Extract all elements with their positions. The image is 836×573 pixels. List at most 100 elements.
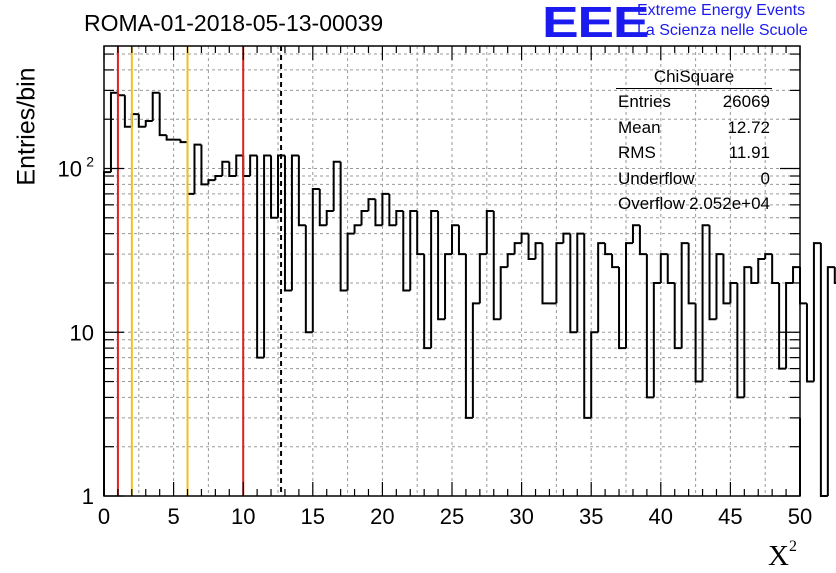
histogram-bin <box>471 302 480 418</box>
histogram-bin <box>151 91 160 122</box>
histogram-bin <box>583 233 592 419</box>
histogram-bin <box>304 225 313 334</box>
histogram-bin <box>576 232 585 333</box>
histogram-bin <box>527 233 536 261</box>
x-tick-label: 15 <box>301 504 325 529</box>
histogram-bin <box>631 224 640 244</box>
x-axis-label-base: X <box>768 540 789 572</box>
histogram-bin <box>618 267 626 350</box>
x-tick-label: 35 <box>579 504 603 529</box>
histogram-bin <box>221 160 230 177</box>
histogram-bin <box>611 254 620 269</box>
x-axis-label-exponent: 2 <box>788 538 797 555</box>
y-tick-label-exponent: 2 <box>86 154 94 170</box>
histogram-bin <box>833 267 836 284</box>
stats-title: ChiSquare <box>616 66 772 89</box>
stats-label: Underflow <box>618 168 695 188</box>
histogram-bin <box>200 144 209 186</box>
stats-row-overflow: Overflow 2.052e+04 <box>610 191 778 217</box>
histogram-bin <box>757 258 766 283</box>
histogram-bin <box>597 242 606 333</box>
histogram-bin <box>590 331 599 418</box>
stats-value: 11.91 <box>728 143 770 162</box>
y-tick-label: 1 <box>82 484 94 509</box>
stats-value: 2.052e+04 <box>689 194 770 213</box>
histogram-bin <box>805 303 814 383</box>
histogram-bin <box>736 282 745 399</box>
histogram-bin <box>764 253 773 260</box>
histogram-bin <box>381 192 390 226</box>
histogram-bin <box>715 253 724 320</box>
stats-value: 26069 <box>722 92 770 111</box>
histogram-bin <box>520 232 529 244</box>
histogram-bin <box>290 154 299 291</box>
histogram-bin <box>346 232 355 291</box>
histogram-bin <box>478 253 487 304</box>
histogram-bin <box>207 179 216 185</box>
histogram-bin <box>214 175 223 181</box>
histogram-bin <box>242 155 251 178</box>
histogram-bin <box>499 266 508 320</box>
x-tick-label: 25 <box>440 504 464 529</box>
histogram-bin <box>778 282 787 370</box>
histogram-bin <box>311 187 320 333</box>
histogram-bin <box>694 303 703 383</box>
x-tick-label: 50 <box>788 504 812 529</box>
histogram-bin <box>729 281 738 304</box>
stats-row-mean: Mean 12.72 <box>610 115 778 141</box>
x-tick-label: 45 <box>718 504 742 529</box>
x-tick-label: 0 <box>98 504 110 529</box>
histogram-bin <box>645 254 654 399</box>
histogram-bins <box>103 91 836 497</box>
histogram-bin <box>743 266 752 398</box>
histogram-bin <box>283 155 292 292</box>
x-tick-label: 40 <box>649 504 673 529</box>
histogram-bin <box>464 254 473 419</box>
y-axis-label: Entries/bin <box>12 67 41 186</box>
histogram-bin <box>367 198 376 212</box>
histogram-bin <box>395 210 404 226</box>
histogram-bin <box>625 242 633 349</box>
histogram-bin <box>103 171 111 496</box>
stats-value: 12.72 <box>727 117 770 137</box>
histogram-bin <box>423 254 432 350</box>
histogram-bin <box>130 113 139 127</box>
x-tick-label: 10 <box>231 504 255 529</box>
stats-row-entries: Entries 26069 <box>610 89 778 115</box>
logo-line-1: Extreme Energy Events <box>637 2 806 19</box>
histogram-bin <box>666 254 675 284</box>
histogram-bin <box>123 95 132 128</box>
eee-logo: EEE <box>542 0 650 47</box>
histogram-bin <box>604 243 613 256</box>
histogram-bin <box>144 120 153 127</box>
histogram-bin <box>116 92 125 97</box>
histogram-bin <box>652 281 661 398</box>
histogram-bin <box>360 210 369 226</box>
histogram-bin <box>186 142 195 195</box>
histogram-bin <box>235 154 244 177</box>
histogram-bin <box>687 243 696 305</box>
logo-line-2: La Scienza nelle Scuole <box>637 22 808 39</box>
histogram-bin <box>353 224 362 234</box>
histogram-bin <box>332 160 341 212</box>
histogram-bin <box>249 154 258 177</box>
histogram-bin <box>158 92 167 137</box>
histogram-bin <box>109 91 118 173</box>
histogram-bin <box>812 242 821 382</box>
histogram-bin <box>339 161 348 292</box>
histogram-bin <box>534 242 543 260</box>
histogram-bin <box>137 114 146 128</box>
histogram-bin <box>297 155 306 227</box>
stats-row-rms: RMS 11.91 <box>610 140 778 166</box>
histogram-bin <box>680 242 689 349</box>
histogram-bin <box>792 266 800 283</box>
histogram-bin <box>506 253 515 268</box>
axis-ticks <box>103 46 801 497</box>
reference-lines <box>116 46 283 496</box>
histogram-bin <box>374 199 383 227</box>
histogram-bin <box>228 161 237 178</box>
histogram-bin <box>277 154 285 218</box>
y-tick-label: 10 <box>58 157 82 182</box>
